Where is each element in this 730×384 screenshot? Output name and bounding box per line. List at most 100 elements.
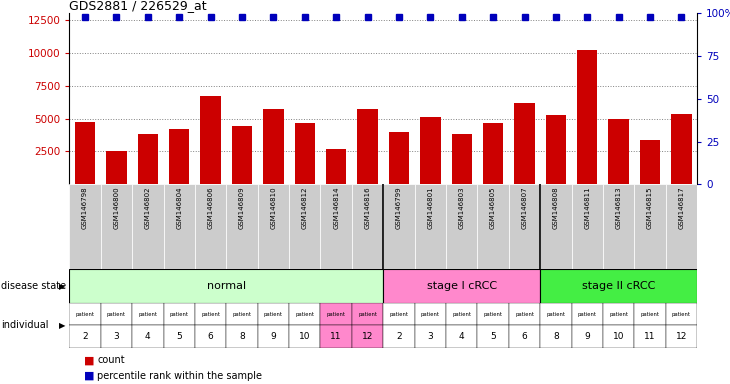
Bar (195, 303, 226, 326)
Text: 4: 4 (459, 332, 464, 341)
Bar (69, 326, 101, 348)
Text: ■: ■ (84, 355, 94, 365)
Bar (101, 184, 132, 269)
Bar (195, 184, 226, 269)
Text: patient: patient (326, 312, 346, 317)
Text: GSM146799: GSM146799 (396, 187, 402, 230)
Text: GSM146806: GSM146806 (207, 187, 214, 230)
Text: count: count (97, 355, 125, 365)
Text: GSM146817: GSM146817 (678, 187, 685, 230)
Bar (358, 109, 377, 184)
Bar (69, 303, 101, 326)
Text: 6: 6 (522, 332, 527, 341)
Bar (232, 126, 252, 184)
Bar (672, 114, 691, 184)
Bar (164, 184, 195, 269)
Bar (446, 326, 477, 348)
Bar (352, 326, 383, 348)
Bar (264, 109, 283, 184)
Bar (258, 303, 289, 326)
Bar (258, 184, 289, 269)
Bar (69, 184, 101, 269)
Bar (540, 184, 572, 269)
Text: 12: 12 (362, 332, 373, 341)
Text: patient: patient (640, 312, 660, 317)
Bar (540, 303, 572, 326)
Bar (415, 326, 446, 348)
Text: patient: patient (138, 312, 158, 317)
Bar (326, 149, 346, 184)
Bar (69, 269, 383, 303)
Text: stage I cRCC: stage I cRCC (426, 281, 497, 291)
Bar (195, 326, 226, 348)
Bar (572, 303, 603, 326)
Bar (201, 96, 220, 184)
Text: patient: patient (264, 312, 283, 317)
Text: individual: individual (1, 320, 49, 331)
Text: 3: 3 (114, 332, 119, 341)
Bar (666, 184, 697, 269)
Text: patient: patient (546, 312, 566, 317)
Bar (415, 184, 446, 269)
Text: 10: 10 (299, 332, 310, 341)
Text: ■: ■ (84, 371, 94, 381)
Bar (572, 326, 603, 348)
Text: GSM146798: GSM146798 (82, 187, 88, 230)
Bar (75, 122, 95, 184)
Bar (164, 303, 195, 326)
Bar (383, 269, 540, 303)
Bar (477, 326, 509, 348)
Text: patient: patient (201, 312, 220, 317)
Text: patient: patient (358, 312, 377, 317)
Bar (572, 184, 603, 269)
Text: 6: 6 (208, 332, 213, 341)
Text: GSM146814: GSM146814 (333, 187, 339, 229)
Text: patient: patient (609, 312, 629, 317)
Bar (634, 184, 666, 269)
Bar (101, 326, 132, 348)
Text: patient: patient (420, 312, 440, 317)
Bar (132, 184, 164, 269)
Text: patient: patient (75, 312, 95, 317)
Text: 5: 5 (177, 332, 182, 341)
Bar (383, 326, 415, 348)
Bar (226, 303, 258, 326)
Text: normal: normal (207, 281, 246, 291)
Bar (603, 303, 634, 326)
Bar (107, 151, 126, 184)
Bar (320, 303, 352, 326)
Bar (640, 140, 660, 184)
Text: GSM146816: GSM146816 (364, 187, 371, 230)
Text: GSM146813: GSM146813 (615, 187, 622, 230)
Text: GDS2881 / 226529_at: GDS2881 / 226529_at (69, 0, 207, 12)
Text: patient: patient (483, 312, 503, 317)
Bar (320, 184, 352, 269)
Bar (383, 303, 415, 326)
Text: 5: 5 (491, 332, 496, 341)
Text: 11: 11 (331, 332, 342, 341)
Bar (295, 122, 315, 184)
Text: 8: 8 (239, 332, 245, 341)
Text: 8: 8 (553, 332, 558, 341)
Bar (320, 326, 352, 348)
Bar (540, 326, 572, 348)
Bar (577, 50, 597, 184)
Bar (634, 303, 666, 326)
Bar (634, 326, 666, 348)
Text: GSM146809: GSM146809 (239, 187, 245, 230)
Text: patient: patient (232, 312, 252, 317)
Text: GSM146811: GSM146811 (584, 187, 591, 230)
Text: 2: 2 (396, 332, 402, 341)
Text: 3: 3 (428, 332, 433, 341)
Bar (666, 326, 697, 348)
Bar (509, 184, 540, 269)
Bar (477, 184, 509, 269)
Bar (509, 326, 540, 348)
Bar (352, 303, 383, 326)
Bar (289, 326, 320, 348)
Text: ▶: ▶ (59, 321, 66, 330)
Text: GSM146802: GSM146802 (145, 187, 151, 229)
Bar (164, 326, 195, 348)
Bar (138, 134, 158, 184)
Bar (477, 303, 509, 326)
